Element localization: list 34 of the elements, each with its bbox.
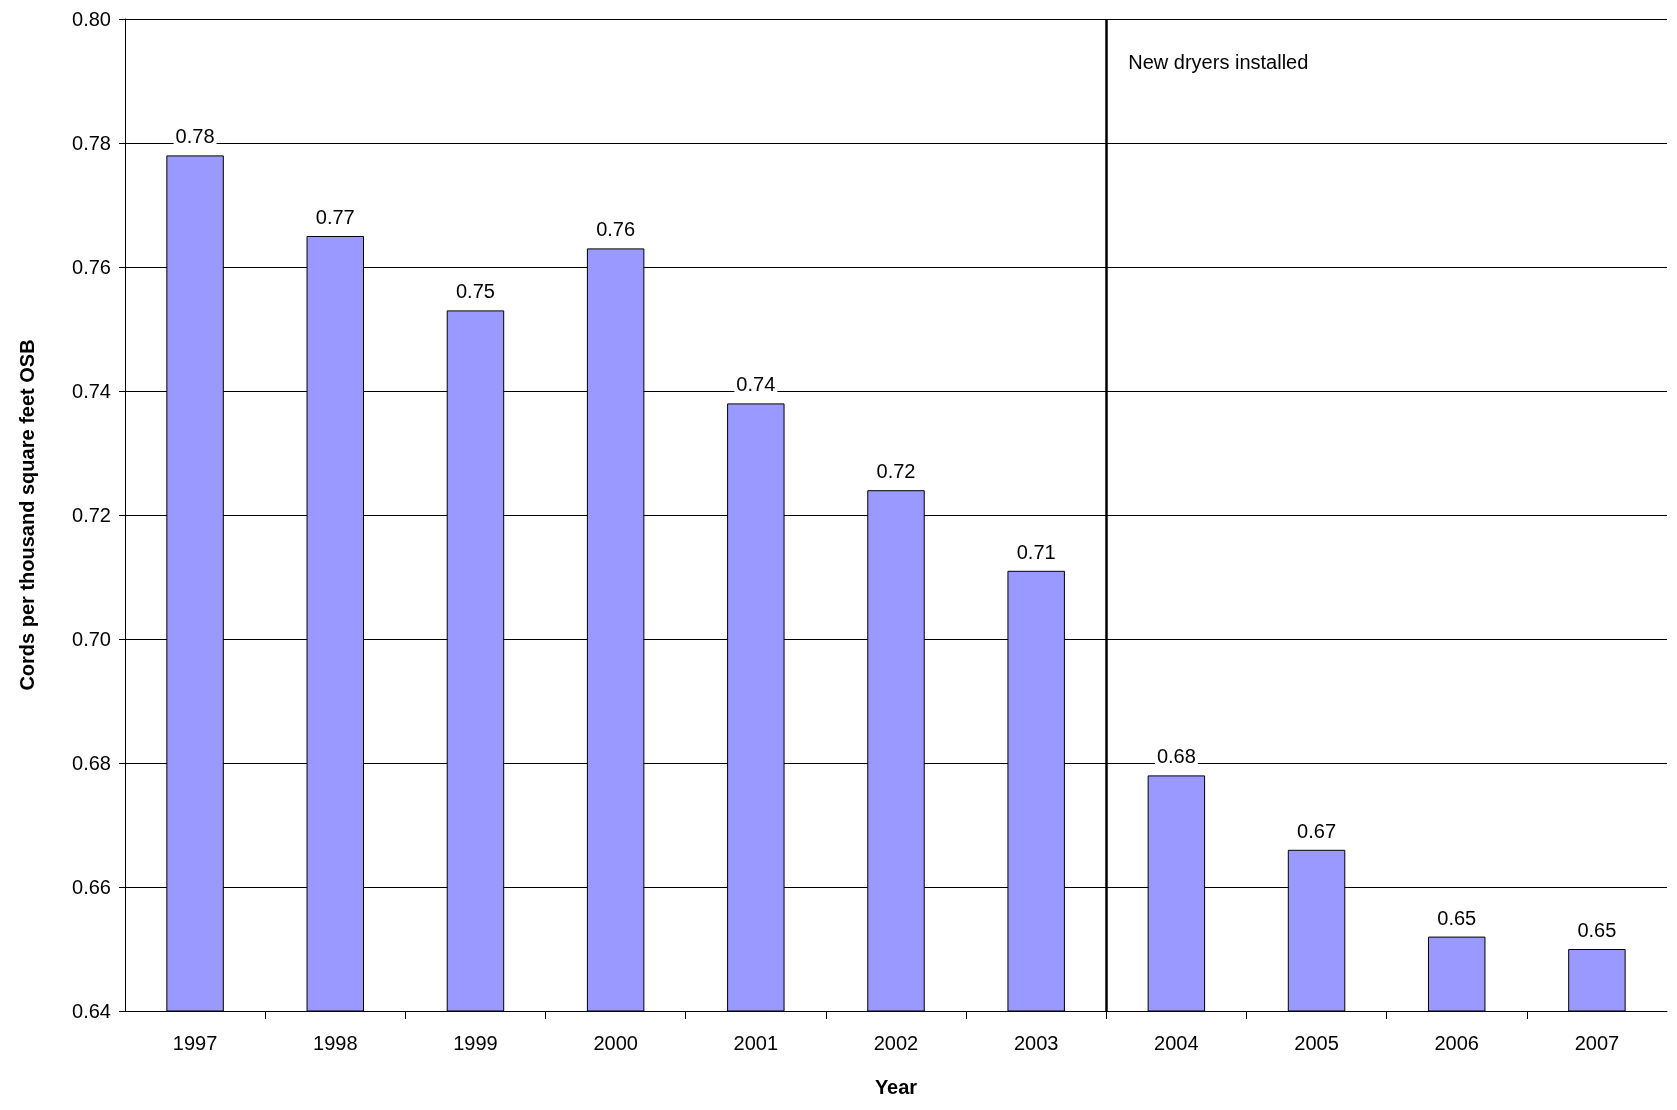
- y-tick-label: 0.66: [72, 876, 111, 898]
- data-label: 0.77: [315, 206, 355, 228]
- data-label: 0.78: [175, 125, 215, 148]
- x-tick-label: 1998: [313, 1032, 358, 1054]
- data-label: 0.76: [596, 218, 636, 241]
- ref-line-label: New dryers installed: [1128, 51, 1309, 73]
- x-tick-label: 2006: [1434, 1032, 1479, 1054]
- y-tick-label: 0.74: [72, 380, 111, 402]
- x-tick-label: 2002: [873, 1032, 919, 1054]
- data-label: 0.65: [1437, 906, 1477, 929]
- data-label: 0.75: [455, 280, 495, 303]
- y-tick-label: 0.64: [72, 1000, 111, 1022]
- data-label: 0.71: [1016, 540, 1056, 563]
- data-label: 0.67: [1297, 819, 1337, 842]
- y-tick-label: 0.76: [72, 256, 111, 278]
- x-tick-label: 2005: [1294, 1032, 1339, 1054]
- y-tick-label: 0.78: [72, 132, 111, 154]
- x-tick-label: 2003: [1013, 1032, 1059, 1054]
- data-label: 0.65: [1577, 919, 1617, 941]
- y-tick-label: 0.68: [72, 752, 111, 774]
- y-axis-title: Cords per thousand square feet OSB: [16, 339, 38, 691]
- x-tick-label: 2004: [1154, 1032, 1199, 1054]
- y-tick-label: 0.70: [72, 628, 111, 650]
- x-tick-label: 1999: [453, 1032, 498, 1054]
- data-label: 0.68: [1156, 745, 1196, 768]
- x-tick-label: 2000: [593, 1032, 638, 1054]
- data-label: 0.72: [876, 460, 916, 483]
- data-label: 0.74: [736, 373, 776, 396]
- x-axis-title: Year: [874, 1076, 918, 1098]
- x-tick-label: 1997: [172, 1032, 218, 1054]
- y-tick-label: 0.72: [72, 504, 111, 526]
- y-tick-label: 0.80: [72, 8, 111, 30]
- x-tick-label: 2001: [733, 1032, 779, 1054]
- x-tick-label: 2007: [1574, 1032, 1620, 1054]
